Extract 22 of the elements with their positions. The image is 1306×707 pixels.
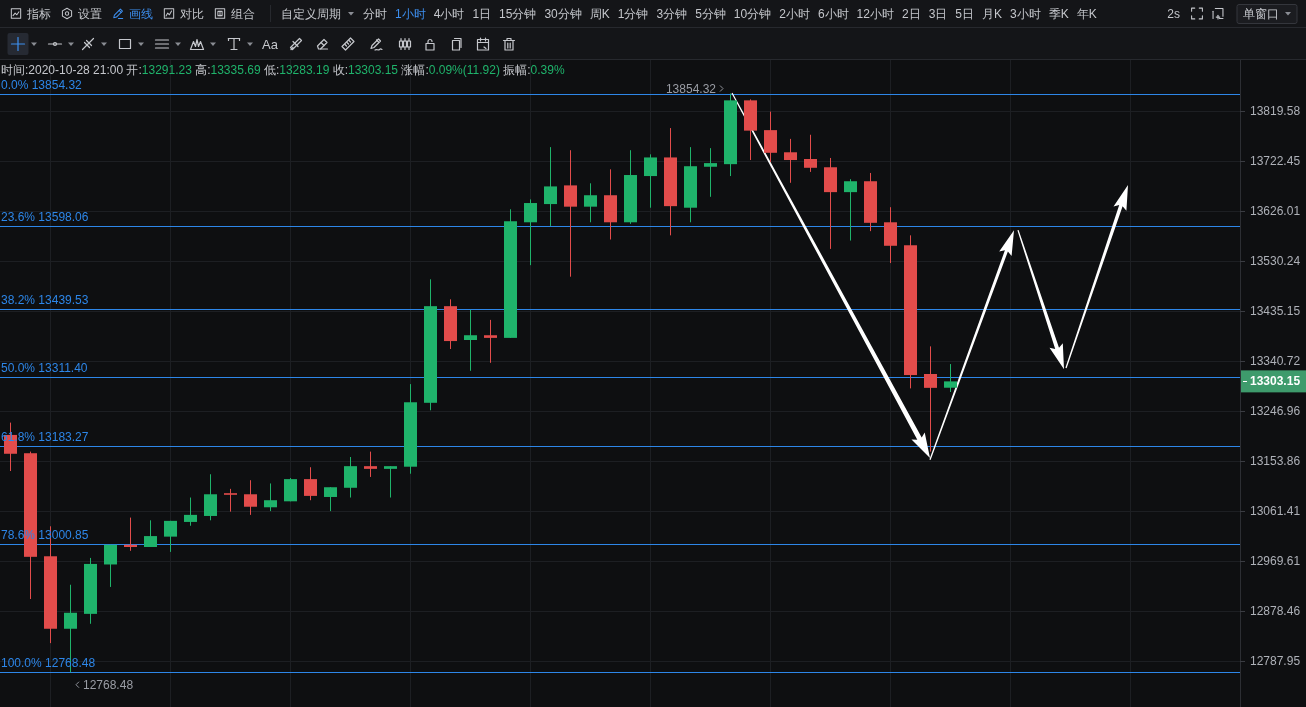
ref-label: 38.2% 13439.53 (1, 293, 89, 308)
ref-label: 0.0% 13854.32 (1, 77, 82, 92)
tick-label: 12969.61 (1250, 554, 1301, 569)
tick-label: 13819.58 (1250, 104, 1301, 119)
max-label: 13854.32 (665, 81, 724, 96)
tick-label: 13153.86 (1250, 454, 1301, 469)
tick-label: 13435.15 (1250, 304, 1301, 319)
ref-label: 50.0% 13311.40 (1, 360, 88, 375)
min-label: 12768.48 (75, 677, 134, 692)
tick-label: 13246.96 (1250, 404, 1301, 419)
tick-label: 13626.01 (1250, 204, 1301, 219)
ref-label: 23.6% 13598.06 (1, 209, 89, 224)
tick-label: 13530.24 (1250, 254, 1301, 269)
button: 单窗口 (1236, 4, 1298, 24)
price-tag: 13303.15 (1241, 370, 1306, 393)
tick-label: 12787.95 (1250, 654, 1301, 669)
tick-label: 13722.45 (1250, 154, 1301, 169)
subtitle: 时间:2020-10-28 21:00 开:13291.23 高:13335.69 低:13283.19 收:13303.15 涨幅:0.09%(11.92) 振幅:0.39% (1, 63, 565, 77)
toolbar: 指标 设置 画线 对比 组合 自定义周期 分时 1小时 4小时 1日 15分钟 30分钟 周K 1分钟 3分钟 5分钟 10分钟 2小时 6小时 12小时 2日 3日 5日 月K 3小时 季K 年K 2s 单窗口 Aa (7, 4, 1298, 55)
tick-label: 13061.41 (1250, 504, 1301, 519)
tick-label: 13340.72 (1250, 354, 1301, 369)
tick-label: 12878.46 (1250, 604, 1301, 619)
